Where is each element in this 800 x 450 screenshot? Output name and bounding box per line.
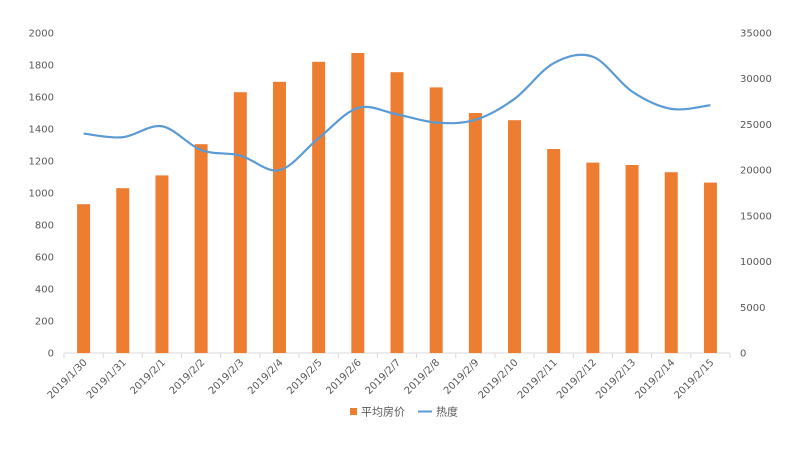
bar-2019/2/1 xyxy=(155,175,169,353)
bar-2019/2/7 xyxy=(390,72,404,353)
bar-2019/2/15 xyxy=(703,182,717,353)
legend: 平均房价 热度 xyxy=(350,405,458,419)
x-tick-label: 2019/2/5 xyxy=(285,357,325,397)
bar-2019/2/8 xyxy=(429,87,443,354)
y-left-tick-label: 0 xyxy=(48,349,54,360)
y-right-tick-label: 0 xyxy=(740,349,746,360)
x-tick-label: 2019/1/30 xyxy=(46,357,90,401)
x-tick-label: 2019/2/7 xyxy=(364,357,404,397)
y-left-tick-label: 1400 xyxy=(29,125,54,136)
bar-2019/2/13 xyxy=(625,165,639,353)
x-tick-label: 2019/2/8 xyxy=(403,357,443,397)
x-tick-label: 2019/2/10 xyxy=(477,357,521,401)
y-right-tick-label: 20000 xyxy=(740,166,772,177)
y-left-tick-label: 1000 xyxy=(29,189,54,200)
bar-2019/2/5 xyxy=(312,61,326,354)
x-tick-label: 2019/2/4 xyxy=(246,357,286,397)
line-series-heat xyxy=(83,53,711,172)
x-tick-label: 2019/2/9 xyxy=(442,357,482,397)
bar-2019/2/3 xyxy=(233,92,247,353)
y-left-tick-label: 1600 xyxy=(29,93,54,104)
y-left-tick-label: 600 xyxy=(35,253,54,264)
bars-layer xyxy=(77,53,717,354)
x-tick-label: 2019/2/11 xyxy=(516,357,560,401)
y-right-tick-label: 15000 xyxy=(740,211,772,222)
bar-2019/2/4 xyxy=(272,81,286,354)
left-axis-ticks: 0 200 400 600 800 1000 1200 1400 1600 1800 2000 xyxy=(29,29,54,360)
y-left-tick-label: 2000 xyxy=(29,29,54,40)
bar-2019/2/12 xyxy=(586,162,600,353)
bar-2019/2/2 xyxy=(194,144,208,353)
bar-2019/1/30 xyxy=(77,204,91,353)
y-right-tick-label: 5000 xyxy=(740,303,765,314)
bar-2019/2/6 xyxy=(351,53,365,353)
y-right-tick-label: 10000 xyxy=(740,257,772,268)
x-tick-label: 2019/1/31 xyxy=(85,357,129,401)
x-tick-label: 2019/2/12 xyxy=(555,357,599,401)
bar-2019/2/11 xyxy=(547,149,561,353)
x-tick-label: 2019/2/13 xyxy=(594,357,638,401)
bar-2019/2/10 xyxy=(508,120,522,353)
bar-2019/2/9 xyxy=(468,113,482,353)
x-tick-label: 2019/2/2 xyxy=(168,357,208,397)
y-right-tick-label: 30000 xyxy=(740,74,772,85)
y-left-tick-label: 1800 xyxy=(29,61,54,72)
y-left-tick-label: 800 xyxy=(35,221,54,232)
line-layer xyxy=(83,53,711,172)
x-tick-label: 2019/2/6 xyxy=(324,357,364,397)
x-tick-label: 2019/2/3 xyxy=(207,357,247,397)
y-left-tick-label: 1200 xyxy=(29,157,54,168)
legend-swatch-bar xyxy=(350,408,357,415)
bar-2019/2/14 xyxy=(664,172,678,353)
x-tick-label: 2019/2/14 xyxy=(633,357,677,401)
right-axis-ticks: 0 5000 10000 15000 20000 25000 30000 35000 xyxy=(740,29,772,360)
y-left-tick-label: 400 xyxy=(35,285,54,296)
x-tick-label: 2019/2/1 xyxy=(129,357,169,397)
legend-label-bar: 平均房价 xyxy=(361,406,405,419)
legend-label-line: 热度 xyxy=(436,405,458,419)
x-tick-label: 2019/2/15 xyxy=(672,357,716,401)
bar-2019/1/31 xyxy=(116,188,130,353)
y-right-tick-label: 35000 xyxy=(740,29,772,40)
y-right-tick-label: 25000 xyxy=(740,120,772,131)
y-left-tick-label: 200 xyxy=(35,317,54,328)
